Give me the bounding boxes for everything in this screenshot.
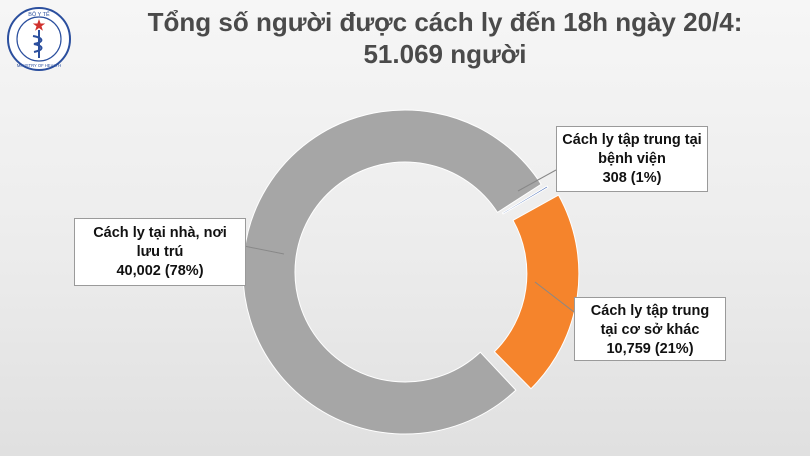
label-home-value: 40,002 (78%) <box>116 263 204 279</box>
label-home-line2: lưu trú <box>136 244 184 260</box>
slice-other-facility <box>493 194 580 390</box>
slice-hospital <box>501 185 549 215</box>
leader-line-other <box>534 281 575 313</box>
leader-line-home <box>243 245 285 255</box>
logo-text-bottom: MINISTRY OF HEALTH <box>17 63 61 68</box>
leader-line-hospital <box>517 169 557 192</box>
title-line-1: Tổng số người được cách ly đến 18h ngày … <box>147 7 743 37</box>
label-hospital-value: 308 (1%) <box>602 170 662 186</box>
label-other-value: 10,759 (21%) <box>606 341 694 357</box>
label-other-line1: Cách ly tập trung <box>590 303 710 319</box>
slice-home <box>242 109 542 435</box>
page-title: Tổng số người được cách ly đến 18h ngày … <box>80 6 810 70</box>
label-hospital: Cách ly tập trung tại bệnh viện 308 (1%) <box>556 126 708 192</box>
label-home-line1: Cách ly tại nhà, nơi <box>93 225 227 241</box>
title-line-2: 51.069 người <box>363 39 527 69</box>
label-other-line2: tại cơ sở khác <box>600 322 700 338</box>
logo-text-top: BỘ Y TẾ <box>28 11 50 18</box>
label-home: Cách ly tại nhà, nơi lưu trú 40,002 (78%… <box>74 218 246 286</box>
donut-slices <box>242 109 580 435</box>
label-hospital-line2: bệnh viện <box>598 151 666 167</box>
label-hospital-line1: Cách ly tập trung tại <box>562 132 702 148</box>
label-other-facility: Cách ly tập trung tại cơ sở khác 10,759 … <box>574 297 726 361</box>
ministry-of-health-logo: BỘ Y TẾ MINISTRY OF HEALTH <box>7 7 71 71</box>
